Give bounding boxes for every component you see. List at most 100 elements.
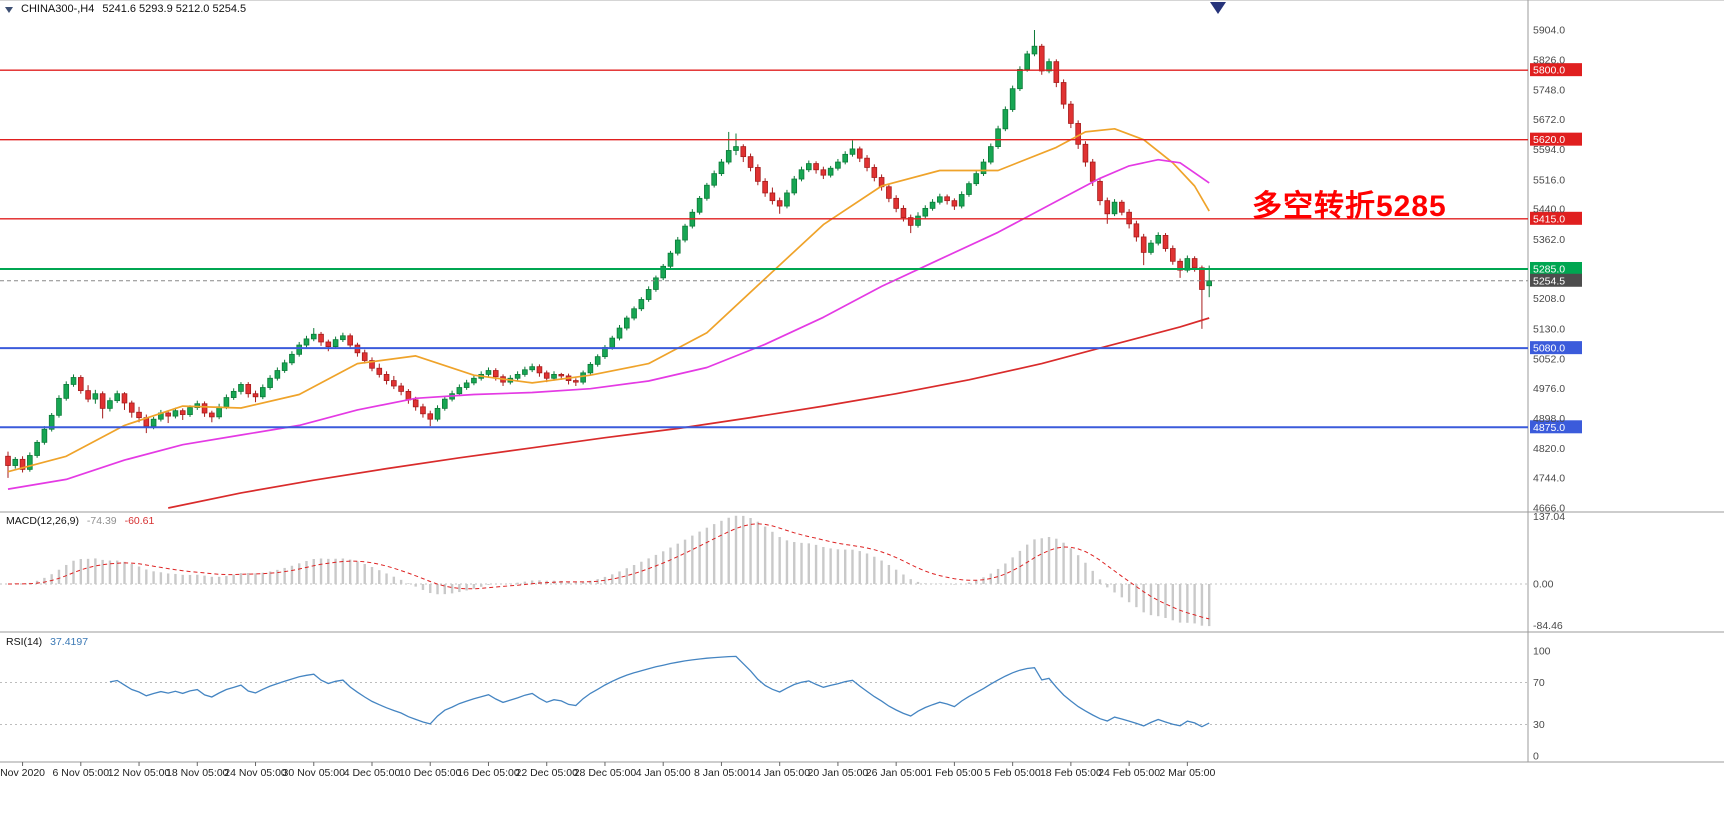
- time-label: 28 Dec 05:00: [574, 767, 637, 779]
- candle: [849, 148, 856, 155]
- candle: [128, 402, 135, 413]
- candle: [856, 148, 863, 159]
- svg-text:5620.0: 5620.0: [1533, 134, 1565, 146]
- time-label: 1 Feb 05:00: [926, 767, 982, 779]
- price-scale[interactable]: 5800.0 5620.0 5415.0 5285.0 5080.0 4875.0 5254…: [1530, 25, 1582, 763]
- candle: [361, 352, 368, 361]
- rsi-layer: [0, 655, 1528, 728]
- candle: [318, 333, 324, 343]
- time-label: 16 Dec 05:00: [457, 767, 520, 779]
- candle: [922, 207, 929, 217]
- time-label: 18 Feb 05:00: [1040, 767, 1102, 779]
- price-badge-5620: [1530, 132, 1582, 146]
- svg-text:5362.0: 5362.0: [1533, 234, 1565, 246]
- svg-text:-84.46: -84.46: [1533, 620, 1563, 632]
- candles-layer: [5, 30, 1213, 478]
- candle: [492, 370, 499, 378]
- candle: [223, 397, 230, 408]
- candle: [267, 377, 273, 388]
- candle: [966, 183, 972, 195]
- svg-text:5594.0: 5594.0: [1533, 144, 1565, 156]
- svg-text:5440.0: 5440.0: [1533, 204, 1565, 216]
- candle: [980, 161, 987, 175]
- candle: [1104, 200, 1111, 215]
- annotation-text[interactable]: 多空转折5285: [1252, 190, 1447, 223]
- candle: [813, 163, 819, 171]
- candle: [543, 372, 550, 379]
- candle: [412, 399, 419, 408]
- candle: [12, 458, 19, 466]
- time-label: 8 Jan 05:00: [694, 767, 749, 779]
- macd-main-value: -74.39: [86, 515, 117, 527]
- candle: [5, 455, 11, 466]
- ma-slow-red: [168, 317, 1210, 509]
- candle: [1119, 201, 1125, 213]
- candle: [310, 333, 317, 340]
- candle: [674, 239, 681, 254]
- candle: [886, 186, 892, 199]
- candle: [718, 161, 725, 175]
- candle: [107, 400, 113, 409]
- candle: [1206, 280, 1213, 287]
- candle: [740, 146, 747, 158]
- svg-text:5285.0: 5285.0: [1533, 263, 1565, 275]
- ohlc-readout: 5241.6 5293.9 5212.0 5254.5: [102, 3, 247, 15]
- candle: [1170, 248, 1176, 262]
- shift-triangle-icon: [1210, 2, 1226, 14]
- candle: [85, 390, 91, 400]
- panel-separators[interactable]: [0, 0, 1724, 763]
- svg-text:100: 100: [1533, 646, 1551, 658]
- candle: [1162, 235, 1169, 249]
- time-label: Nov 2020: [0, 767, 45, 779]
- candle: [172, 410, 179, 417]
- time-label: 2 Mar 05:00: [1159, 767, 1215, 779]
- candle: [776, 200, 783, 207]
- candle: [398, 385, 404, 392]
- svg-text:5208.0: 5208.0: [1533, 293, 1565, 305]
- candle: [369, 360, 375, 369]
- candle: [893, 197, 899, 209]
- candle: [1024, 53, 1031, 70]
- candle: [121, 393, 128, 404]
- candle: [864, 157, 870, 168]
- candle: [755, 167, 761, 182]
- time-label: 5 Feb 05:00: [985, 767, 1041, 779]
- time-label: 18 Nov 05:00: [166, 767, 229, 779]
- svg-text:4976.0: 4976.0: [1533, 383, 1565, 395]
- candle: [609, 337, 616, 348]
- candle: [63, 384, 70, 399]
- svg-text:4875.0: 4875.0: [1533, 422, 1565, 434]
- svg-text:137.04: 137.04: [1533, 511, 1565, 523]
- candle: [995, 128, 1001, 148]
- ma-fast-orange: [7, 127, 1210, 473]
- candle: [1111, 201, 1118, 215]
- candle: [48, 414, 55, 430]
- candle: [78, 377, 84, 392]
- candle: [551, 374, 557, 379]
- candle: [165, 412, 171, 417]
- time-label: 4 Dec 05:00: [344, 767, 401, 779]
- time-label: 26 Jan 05:00: [866, 767, 927, 779]
- candle: [434, 407, 441, 420]
- candle: [1140, 236, 1147, 253]
- price-levels-layer[interactable]: [0, 69, 1528, 429]
- candle: [696, 197, 703, 213]
- candle: [27, 455, 33, 470]
- chart-shift-marker[interactable]: [1208, 1, 1228, 15]
- candle: [704, 184, 710, 199]
- rsi-value: 37.4197: [50, 636, 89, 648]
- current-price-badge: [1530, 273, 1582, 287]
- candle: [667, 252, 674, 267]
- candle: [988, 146, 994, 163]
- candle: [41, 428, 48, 443]
- candle: [347, 335, 353, 346]
- price-badge-4875: [1530, 420, 1582, 434]
- time-label: 20 Jan 05:00: [808, 767, 869, 779]
- candle: [1046, 61, 1052, 72]
- candle: [522, 369, 528, 375]
- candle: [383, 374, 390, 381]
- price-badge-5800: [1530, 63, 1582, 77]
